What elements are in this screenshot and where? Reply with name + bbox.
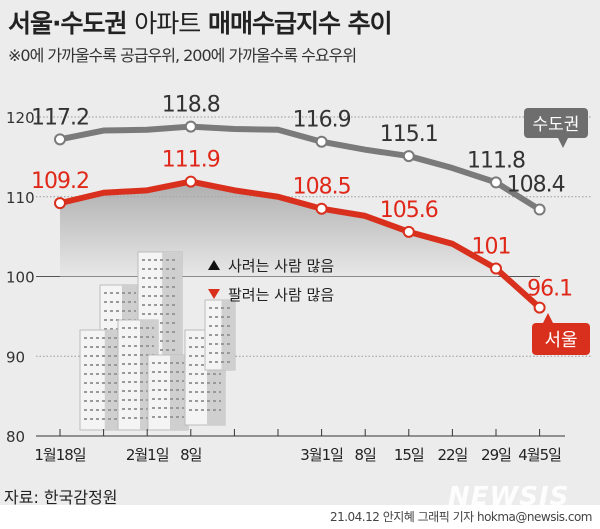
data-label: 108.5 <box>293 175 351 200</box>
data-point <box>315 202 328 215</box>
title-part2: 아파트 <box>134 9 201 38</box>
source: 자료: 한국감정원 <box>4 488 118 507</box>
seoul-badge-label: 서울 <box>544 330 577 351</box>
data-label: 117.2 <box>31 105 89 130</box>
data-point <box>490 262 502 275</box>
data-point <box>490 176 502 189</box>
y-tick-label: 90 <box>6 348 25 366</box>
data-label: 111.8 <box>467 148 525 173</box>
x-tick-label: 4월5일 <box>518 446 561 464</box>
x-tick-label: 8일 <box>180 446 202 464</box>
y-tick-label: 110 <box>6 189 35 207</box>
data-label: 118.8 <box>162 93 220 118</box>
capital-badge <box>524 108 588 138</box>
credit: 21.04.12 안지혜 그래픽 기자 hokma@newsis.com <box>329 510 593 524</box>
y-tick-label: 100 <box>6 269 35 287</box>
legend: 사려는 사람 많음 팔려는 사람 많음 <box>208 257 334 304</box>
x-tick-label: 8일 <box>355 446 377 464</box>
capital-badge-label: 수도권 <box>533 115 580 135</box>
building-side <box>170 355 188 430</box>
title-part1: 서울·수도권 <box>8 9 127 38</box>
seoul-badge-pointer <box>543 313 553 323</box>
data-label: 105.6 <box>380 198 438 223</box>
data-label: 101 <box>472 235 511 260</box>
capital-line <box>59 123 542 213</box>
data-point <box>184 120 197 133</box>
legend-down: 팔려는 사람 많음 <box>228 286 334 304</box>
data-point <box>533 203 546 216</box>
x-tick-label: 22일 <box>437 446 467 464</box>
data-label: 116.9 <box>293 108 351 133</box>
data-label: 96.1 <box>527 277 572 302</box>
down-triangle-icon <box>208 289 220 299</box>
x-tick-label: 1월18일 <box>34 446 85 464</box>
x-tick-label: 29일 <box>481 446 511 464</box>
data-label: 108.4 <box>507 173 565 198</box>
data-point <box>54 133 66 146</box>
x-tick-label: 15일 <box>394 446 424 464</box>
footer <box>0 505 600 529</box>
data-point <box>54 197 66 210</box>
subtitle: ※0에 가까울수록 공급우위, 200에 가까울수록 수요우위 <box>8 46 357 65</box>
apartment-buildings-illustration <box>79 251 236 431</box>
page-title: 서울·수도권 아파트 매매수급지수 추이 <box>8 4 393 40</box>
data-point <box>184 175 197 188</box>
data-label: 111.9 <box>162 148 220 173</box>
y-tick-label: 80 <box>6 428 25 446</box>
legend-up: 사려는 사람 많음 <box>228 257 334 275</box>
data-point <box>402 150 415 163</box>
x-tick-label: 3월1일 <box>300 446 343 464</box>
capital-badge-pointer <box>558 138 568 148</box>
seoul-badge <box>532 323 590 355</box>
title-part3: 매매수급지수 추이 <box>207 9 393 38</box>
data-point <box>402 225 415 238</box>
data-label: 109.2 <box>31 169 89 194</box>
data-label: 115.1 <box>380 122 438 147</box>
data-point <box>315 135 328 148</box>
x-tick-label: 2월1일 <box>126 446 169 464</box>
y-tick-label: 120 <box>6 109 35 127</box>
up-triangle-icon <box>208 260 220 270</box>
seoul-line <box>59 178 542 310</box>
data-point <box>533 301 546 314</box>
